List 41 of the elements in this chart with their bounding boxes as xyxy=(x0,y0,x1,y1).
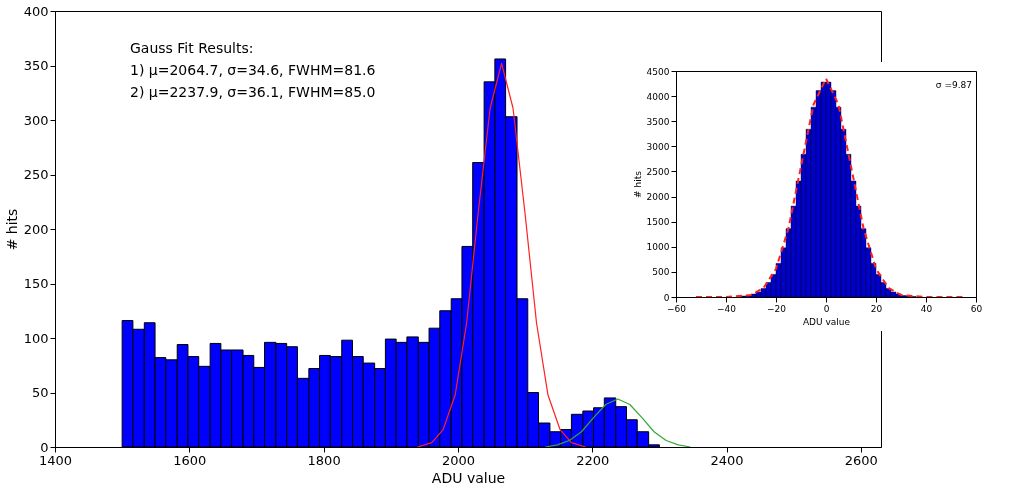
x-tick-label: −20 xyxy=(767,303,787,314)
y-axis-title: # hits xyxy=(632,170,643,198)
x-tick-label: 1800 xyxy=(307,452,341,468)
x-tick-label: 0 xyxy=(823,303,830,314)
annotation: 1) μ=2064.7, σ=34.6, FWHM=81.6 xyxy=(130,62,376,78)
y-tick-label: 150 xyxy=(23,276,49,291)
x-axis-title: ADU value xyxy=(802,316,851,327)
y-tick-label: 2000 xyxy=(646,192,670,203)
x-axis-title: ADU value xyxy=(431,469,506,486)
annotation: σ =9.87 xyxy=(935,80,972,90)
annotation: 2) μ=2237.9, σ=36.1, FWHM=85.0 xyxy=(130,84,376,100)
y-tick-label: 350 xyxy=(23,58,49,73)
x-tick-label: 2200 xyxy=(576,452,610,468)
y-tick-label: 50 xyxy=(31,385,49,400)
y-tick-label: 4000 xyxy=(646,91,670,102)
x-tick-label: 20 xyxy=(870,303,883,314)
y-tick-label: 1000 xyxy=(646,242,670,253)
y-tick-label: 100 xyxy=(23,330,49,346)
y-tick-label: 300 xyxy=(23,112,49,128)
y-axis-title: # hits xyxy=(3,208,20,251)
y-tick-label: 200 xyxy=(23,221,49,237)
annotation: Gauss Fit Results: xyxy=(130,40,254,56)
y-tick-label: 400 xyxy=(23,3,49,19)
y-tick-label: 500 xyxy=(652,267,670,278)
x-tick-label: 2000 xyxy=(441,452,475,468)
y-tick-label: 4500 xyxy=(646,66,670,77)
x-tick-label: 2400 xyxy=(710,452,744,468)
y-tick-label: 3000 xyxy=(646,141,670,152)
y-tick-label: 3500 xyxy=(646,116,670,127)
y-tick-label: 2500 xyxy=(646,166,670,177)
x-tick-label: −60 xyxy=(667,303,687,314)
y-tick-label: 0 xyxy=(663,292,670,303)
y-tick-label: 250 xyxy=(23,167,49,182)
x-tick-label: 1400 xyxy=(38,452,73,468)
x-tick-label: −40 xyxy=(717,303,737,314)
x-tick-label: 1600 xyxy=(173,452,207,468)
x-tick-label: 2600 xyxy=(844,452,878,468)
x-tick-label: 40 xyxy=(920,303,933,314)
y-tick-label: 1500 xyxy=(646,217,670,228)
y-tick-label: 0 xyxy=(40,439,49,455)
x-tick-label: 60 xyxy=(970,303,983,314)
